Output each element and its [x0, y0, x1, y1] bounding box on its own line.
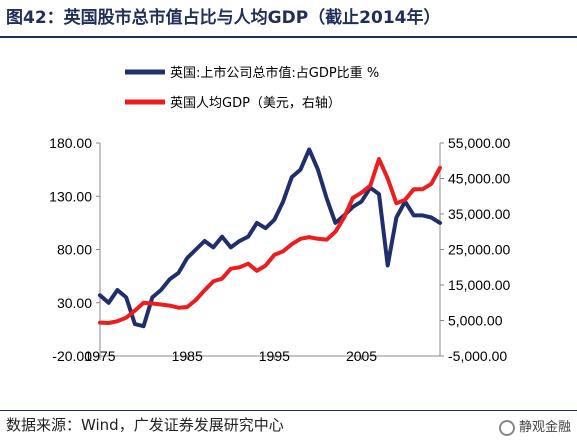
y-right-tick-label: -5,000.00	[448, 348, 507, 364]
chart-series	[98, 147, 442, 329]
y-left-tick-label: 180.00	[49, 135, 92, 151]
y-right-tick-label: 55,000.00	[448, 135, 510, 151]
y-left-tick-label: 130.00	[49, 188, 92, 204]
title-rule	[0, 36, 577, 38]
y-right-tick-label: 25,000.00	[448, 242, 510, 258]
y-right-tick-label: 45,000.00	[448, 171, 510, 187]
x-tick-label: 1985	[172, 348, 203, 364]
x-tick-label: 2005	[346, 348, 377, 364]
footer-rule	[0, 410, 577, 411]
chart-tick-labels: -20.00 30.00 80.00 130.00 180.00 -5,000.00 5,0…	[49, 135, 510, 364]
watermark-text: 静观金融	[518, 420, 571, 435]
y-right-tick-label: 35,000.00	[448, 206, 510, 222]
y-left-tick-label: 80.00	[57, 242, 92, 258]
y-left-tick-label: 30.00	[57, 295, 92, 311]
y-right-tick-label: 5,000.00	[448, 313, 503, 329]
legend-label-market-cap-ratio: 英国:上市公司总市值:占GDP比重 %	[170, 65, 379, 81]
y-left-tick-label: -20.00	[52, 348, 92, 364]
legend-label-gdp-per-capita: 英国人均GDP（美元，右轴）	[170, 96, 341, 111]
wechat-icon	[498, 419, 515, 436]
figure-title: 图42：英国股市总市值占比与人均GDP（截止2014年）	[6, 8, 441, 28]
y-right-tick-label: 15,000.00	[448, 277, 510, 293]
chart-legend: 英国:上市公司总市值:占GDP比重 % 英国人均GDP（美元，右轴）	[125, 65, 379, 111]
x-tick-label: 1975	[84, 348, 115, 364]
series-line-gdp-per-capita	[98, 157, 442, 325]
data-source-note: 数据来源：Wind，广发证券发展研究中心	[6, 416, 284, 434]
watermark: 静观金融	[498, 416, 571, 436]
x-tick-label: 1995	[259, 348, 290, 364]
chart-axes	[96, 142, 444, 360]
series-line-market-cap-ratio	[98, 147, 442, 329]
